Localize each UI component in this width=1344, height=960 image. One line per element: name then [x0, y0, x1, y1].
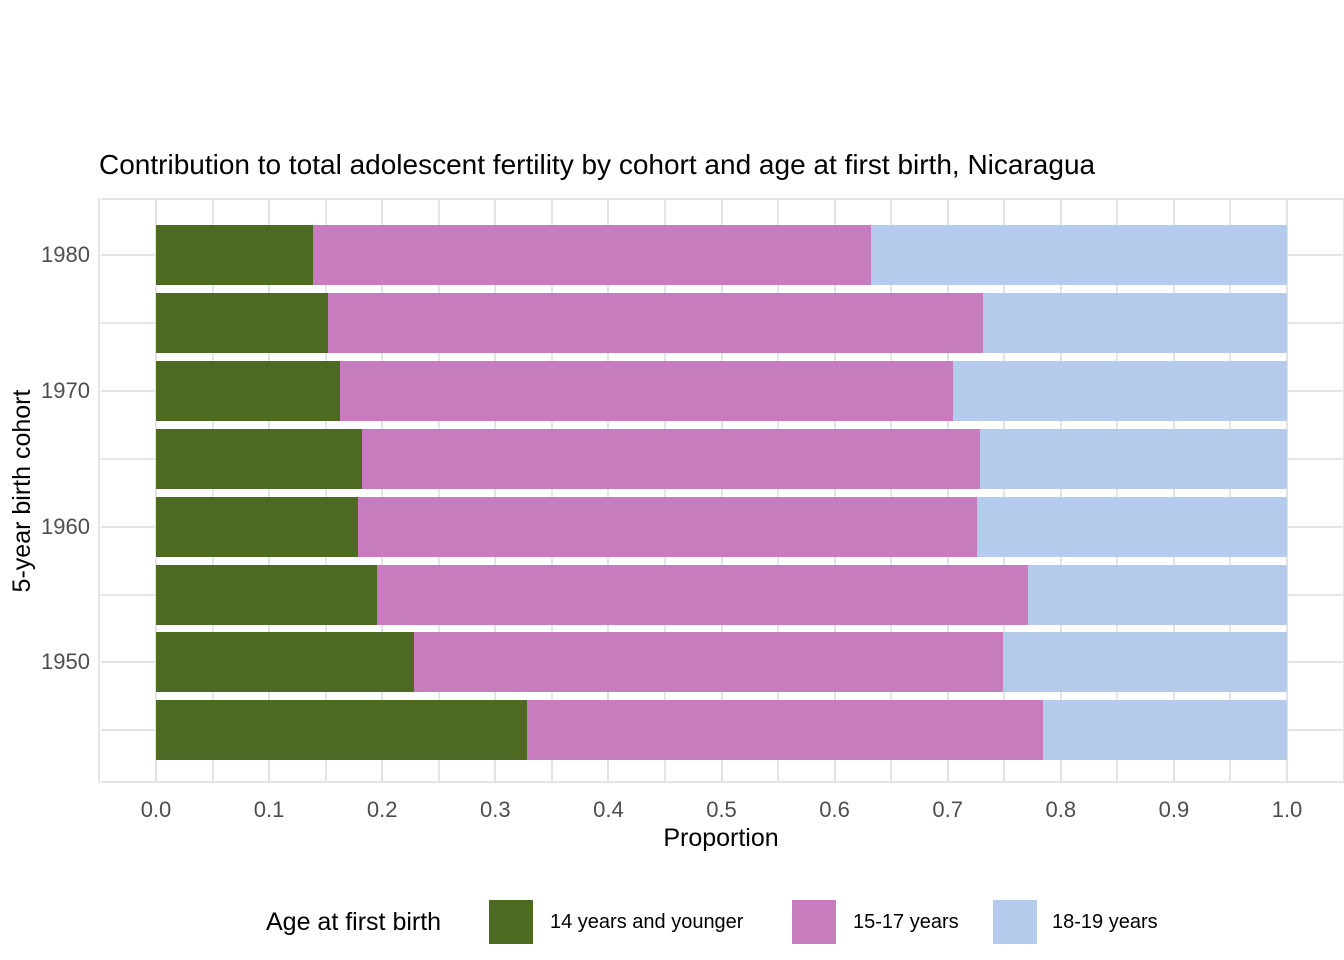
vertical-gridline: [1172, 198, 1175, 783]
bar-segment-1965: [361, 428, 981, 489]
vertical-gridline: [663, 198, 666, 783]
bar-segment-1975: [156, 292, 328, 353]
bar-segment-1945: [156, 700, 527, 761]
x-tick-label: 0.0: [140, 797, 172, 822]
bar-segment-1950: [413, 632, 1004, 693]
vertical-gridline: [1003, 198, 1006, 783]
legend-label-3: 18-19 years: [1052, 911, 1158, 933]
legend-swatch-2: [792, 900, 836, 944]
vertical-gridline: [494, 198, 497, 783]
vertical-gridline: [98, 198, 101, 783]
bar-segment-1950: [1003, 632, 1287, 693]
bar-segment-1970: [156, 360, 341, 421]
x-tick-label: 0.2: [366, 797, 398, 822]
bar-segment-1945: [526, 700, 1043, 761]
x-tick-label: 0.4: [593, 797, 624, 822]
bar-segment-1980: [313, 225, 871, 285]
y-tick-label: 1950: [41, 649, 90, 675]
legend-swatch-1: [489, 900, 533, 944]
vertical-gridline: [607, 198, 610, 783]
bar-segment-1955: [1028, 564, 1287, 625]
vertical-gridline: [1342, 198, 1344, 783]
bar-segment-1960: [358, 496, 978, 557]
bar-segment-1970: [953, 360, 1287, 421]
bar-segment-1980: [870, 225, 1287, 285]
vertical-gridline: [550, 198, 553, 783]
x-tick-label: 0.3: [480, 797, 511, 822]
vertical-gridline: [1286, 198, 1288, 783]
bar-segment-1945: [1042, 700, 1287, 761]
vertical-gridline: [211, 198, 214, 783]
bar-segment-1955: [376, 564, 1028, 625]
bar-segment-1960: [977, 496, 1287, 557]
vertical-gridline: [777, 198, 780, 783]
horizontal-gridline: [101, 198, 1344, 200]
legend-title: Age at first birth: [266, 908, 442, 936]
y-axis-title: 5-year birth cohort: [8, 389, 36, 593]
vertical-gridline: [720, 198, 723, 783]
vertical-gridline: [1059, 198, 1062, 783]
x-tick-label: 0.9: [1158, 797, 1190, 822]
bar-segment-1970: [340, 360, 954, 421]
vertical-gridline: [155, 198, 157, 783]
vertical-gridline: [890, 198, 893, 783]
vertical-gridline: [1116, 198, 1119, 783]
x-tick-label: 0.5: [706, 797, 737, 822]
y-tick-label: 1960: [41, 513, 90, 539]
horizontal-gridline: [101, 781, 1344, 783]
x-tick-label: 1.0: [1271, 797, 1303, 822]
vertical-gridline: [268, 198, 271, 783]
vertical-gridline: [1229, 198, 1232, 783]
x-axis-title: Proportion: [663, 824, 779, 852]
bar-segment-1965: [156, 428, 362, 489]
legend-label-2: 15-17 years: [853, 911, 959, 933]
legend-swatch-3: [993, 900, 1037, 944]
vertical-gridline: [946, 198, 949, 783]
vertical-gridline: [437, 198, 440, 783]
bar-segment-1980: [156, 225, 314, 285]
vertical-gridline: [833, 198, 836, 783]
chart-title: Contribution to total adolescent fertili…: [99, 149, 1096, 180]
bar-segment-1950: [156, 632, 414, 693]
x-tick-label: 0.8: [1045, 797, 1077, 822]
bar-segment-1975: [327, 292, 983, 353]
legend-label-1: 14 years and younger: [550, 911, 744, 933]
bar-segment-1955: [156, 564, 377, 625]
x-tick-label: 0.6: [819, 797, 850, 822]
x-tick-label: 0.1: [253, 797, 285, 822]
bar-segment-1965: [980, 428, 1287, 489]
x-tick-label: 0.7: [932, 797, 963, 822]
y-tick-label: 1980: [41, 242, 90, 267]
y-tick-label: 1970: [41, 377, 90, 403]
vertical-gridline: [381, 198, 384, 783]
bar-segment-1960: [156, 496, 359, 557]
vertical-gridline: [324, 198, 327, 783]
bar-segment-1975: [982, 292, 1287, 353]
